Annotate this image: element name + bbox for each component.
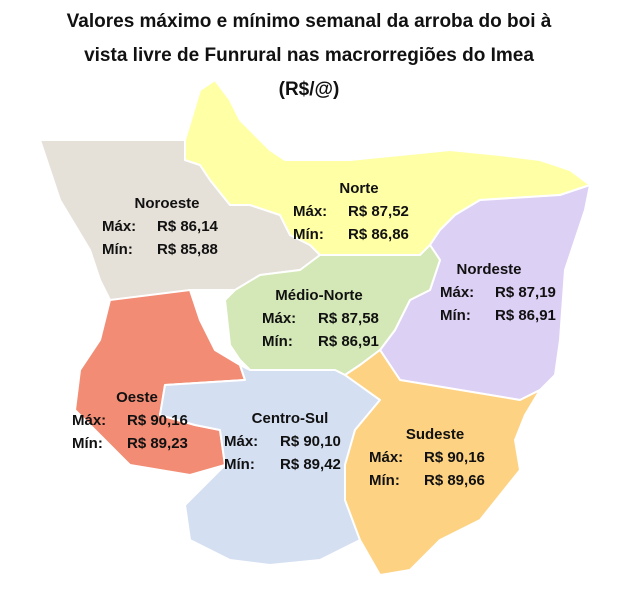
min-value: R$ 85,88 <box>157 241 218 258</box>
min-value: R$ 89,66 <box>424 472 485 489</box>
min-label: Mín: <box>369 472 400 489</box>
max-value: R$ 87,58 <box>318 310 379 327</box>
max-value: R$ 90,16 <box>424 449 485 466</box>
max-label: Máx: <box>72 412 106 429</box>
region-labels: Noroeste Máx: R$ 86,14 Mín: R$ 85,88 Norte Máx… <box>72 180 556 489</box>
max-value: R$ 90,10 <box>280 433 341 450</box>
min-label: Mín: <box>262 333 293 350</box>
max-label: Máx: <box>262 310 296 327</box>
region-name: Nordeste <box>456 261 521 278</box>
max-value: R$ 87,52 <box>348 203 409 220</box>
min-label: Mín: <box>293 226 324 243</box>
max-label: Máx: <box>224 433 258 450</box>
max-label: Máx: <box>293 203 327 220</box>
min-label: Mín: <box>440 307 471 324</box>
title-line: (R$/@) <box>279 79 340 100</box>
region-name: Oeste <box>116 389 158 406</box>
max-label: Máx: <box>440 284 474 301</box>
min-label: Mín: <box>72 435 103 452</box>
min-label: Mín: <box>224 456 255 473</box>
max-label: Máx: <box>369 449 403 466</box>
max-value: R$ 86,14 <box>157 218 219 235</box>
region-name: Centro-Sul <box>252 410 329 427</box>
min-value: R$ 89,23 <box>127 435 188 452</box>
min-value: R$ 86,91 <box>495 307 556 324</box>
min-value: R$ 89,42 <box>280 456 341 473</box>
max-value: R$ 90,16 <box>127 412 188 429</box>
region-name: Sudeste <box>406 426 464 443</box>
min-value: R$ 86,86 <box>348 226 409 243</box>
min-label: Mín: <box>102 241 133 258</box>
min-value: R$ 86,91 <box>318 333 379 350</box>
region-name: Norte <box>339 180 378 197</box>
title-line: Valores máximo e mínimo semanal da arrob… <box>67 11 552 32</box>
region-name: Médio-Norte <box>275 287 363 304</box>
regions <box>39 79 591 576</box>
max-value: R$ 87,19 <box>495 284 556 301</box>
title-line: vista livre de Funrural nas macrorregiõe… <box>84 45 534 66</box>
region-name: Noroeste <box>134 195 199 212</box>
max-label: Máx: <box>102 218 136 235</box>
region-sudeste <box>344 349 541 576</box>
